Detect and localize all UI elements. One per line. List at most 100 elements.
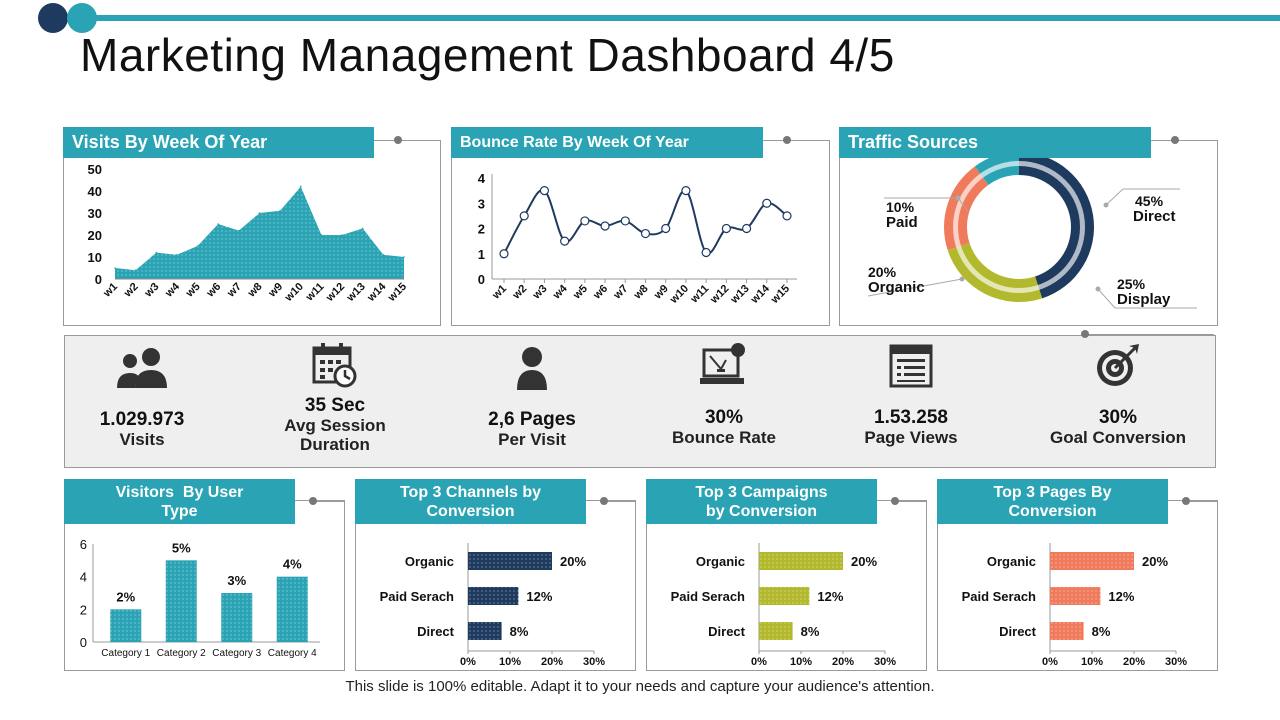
x-tick-label: w11: [688, 283, 711, 306]
traffic-donut-chart: [867, 152, 1197, 309]
kpi-session: 35 Sec Avg Session Duration: [245, 336, 425, 454]
x-tick-label: w7: [611, 283, 631, 303]
campaigns-header-line1: Top 3 Campaigns: [695, 483, 828, 501]
visits-header: Visits By Week Of Year: [63, 127, 374, 158]
traffic-header: Traffic Sources: [839, 127, 1151, 158]
kpi-pageviews-value: 1.53.258: [874, 407, 948, 428]
data-point: [176, 254, 178, 256]
usertype-header-line1: Visitors By User: [115, 483, 244, 501]
channels-header-line1: Top 3 Channels by: [399, 483, 542, 501]
pages-bar-chart: 0% 10% 20% 30% Organic 20% Paid Serach 12% Direc…: [962, 543, 1187, 668]
top-accent-line: [60, 15, 1280, 21]
bar-1: [1050, 552, 1134, 570]
donut-inner-ring: [953, 161, 1085, 293]
kpi-band: 1.029.973 Visits 35 Sec Avg Session Dura…: [64, 335, 1216, 468]
bounce-line-chart: 0 1 2 3 4 w1 w2 w3 w4 w5 w6 w7 w8 w9w10w11w12w13w14w1…: [478, 171, 797, 307]
x-tick-label: w10: [667, 283, 691, 307]
category-label: Direct: [999, 624, 1037, 639]
bounce-connector-dot: [783, 136, 791, 144]
leader-display: [1097, 288, 1116, 309]
x-tick-label: Category 4: [268, 648, 317, 659]
channels-connector: [604, 501, 635, 502]
x-tick-label: w11: [303, 281, 326, 304]
data-point: [681, 186, 691, 196]
y-tick-label: 3: [478, 196, 485, 211]
x-tick-label: w12: [708, 283, 732, 307]
data-point: [640, 228, 651, 239]
label-organic-pct: 20%: [868, 264, 897, 280]
visits-panel: 0 10 20 30 40 50 w1 w2 w3 w4 w5 w6 w7 w8 w9 w10 w11 w12 w1…: [63, 140, 441, 326]
data-point: [661, 223, 671, 234]
x-tick-label: Category 2: [157, 648, 206, 659]
document-icon: [889, 344, 933, 388]
data-point: [134, 269, 137, 271]
bar-value-label: 3%: [227, 573, 246, 588]
data-point: [382, 254, 385, 256]
bar-3: [221, 593, 253, 642]
x-tick-label: 10%: [1081, 656, 1103, 668]
data-point: [361, 227, 364, 230]
category-label: Direct: [708, 624, 746, 639]
bar-value-label: 8%: [801, 624, 820, 639]
label-paid: 10% Paid: [886, 199, 918, 231]
category-label: Organic: [696, 554, 745, 569]
x-tick-label: w4: [550, 282, 570, 302]
pages-header-line1: Top 3 Pages By: [993, 483, 1112, 501]
usertype-bar-chart: 0 2 4 6 2% Category 1 5% Category 2 3% Category 3…: [80, 537, 320, 659]
y-tick-label: 4: [478, 171, 486, 186]
bounce-connector: [787, 140, 829, 141]
x-tick-label: 10%: [499, 656, 521, 668]
campaigns-header-line2: by Conversion: [705, 502, 818, 520]
category-label: Direct: [417, 624, 455, 639]
usertype-panel: 0 2 4 6 2% Category 1 5% Category 2 3% Category 3…: [64, 500, 345, 671]
data-point: [560, 236, 570, 246]
x-tick-label: 0%: [751, 656, 767, 668]
visits-connector: [398, 140, 440, 141]
bar-3: [1050, 622, 1084, 640]
campaigns-connector: [895, 501, 926, 502]
usertype-header-line2: Type: [161, 502, 198, 520]
kpi-goal-value: 30%: [1098, 407, 1138, 428]
channels-panel: 0% 10% 20% 30% Organic 20% Paid Serach 12% Direc…: [355, 500, 636, 671]
bar-2: [165, 560, 197, 642]
y-tick-label: 1: [478, 247, 485, 262]
traffic-connector-dot: [1171, 136, 1179, 144]
kpi-goal: 30% Goal Conversion: [1028, 336, 1208, 447]
y-tick-label: 2: [80, 602, 87, 617]
data-point: [519, 211, 529, 221]
data-point: [539, 186, 550, 196]
x-tick-label: w14: [748, 282, 773, 307]
data-point: [238, 229, 240, 232]
y-tick-label: 4: [80, 570, 87, 585]
bar-value-label: 4%: [283, 557, 302, 572]
label-display-name: Display: [1117, 291, 1171, 308]
x-tick-label: w2: [510, 283, 530, 303]
data-point: [403, 256, 405, 258]
channels-bar-chart: 0% 10% 20% 30% Organic 20% Paid Serach 12% Direc…: [380, 543, 605, 668]
x-tick-label: w5: [183, 281, 203, 301]
data-point: [217, 223, 220, 225]
category-label: Organic: [405, 554, 454, 569]
x-tick-label: w5: [570, 283, 590, 303]
category-label: Paid Serach: [671, 589, 745, 604]
x-tick-label: w14: [365, 280, 390, 305]
channels-connector-dot: [600, 497, 608, 505]
channels-header-line2: Conversion: [426, 502, 515, 520]
donut-slice-display: [947, 243, 1043, 302]
y-tick-label: 0: [478, 272, 485, 287]
x-tick-label: w9: [651, 283, 671, 303]
bar-value-label: 12%: [817, 589, 843, 604]
pages-panel: 0% 10% 20% 30% Organic 20% Paid Serach 12% Direc…: [937, 500, 1218, 671]
leader-dot: [1095, 286, 1101, 292]
x-tick-label: w13: [728, 283, 752, 307]
x-tick-label: w8: [245, 281, 265, 301]
x-tick-label: 30%: [874, 656, 896, 668]
data-point: [600, 221, 610, 231]
bar-2: [468, 587, 519, 605]
label-organic: 20% Organic: [868, 264, 925, 296]
label-paid-pct: 10%: [886, 199, 915, 215]
leader-organic: [867, 278, 963, 297]
kpi-bounce: 30% Bounce Rate: [634, 336, 814, 447]
x-tick-label: 10%: [790, 656, 812, 668]
traffic-panel: 10% Paid 20% Organic 45% Direct 25% Disp…: [839, 140, 1218, 326]
